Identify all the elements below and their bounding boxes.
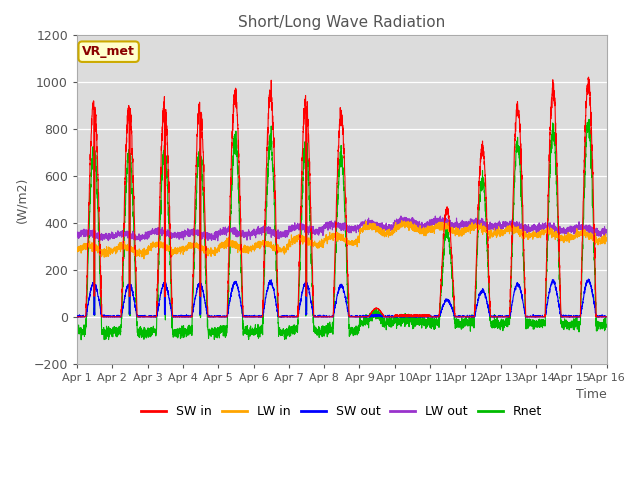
Legend: SW in, LW in, SW out, LW out, Rnet: SW in, LW in, SW out, LW out, Rnet (136, 400, 547, 423)
X-axis label: Time: Time (576, 388, 607, 401)
Title: Short/Long Wave Radiation: Short/Long Wave Radiation (238, 15, 445, 30)
Y-axis label: (W/m2): (W/m2) (15, 176, 28, 223)
Text: VR_met: VR_met (83, 45, 135, 58)
